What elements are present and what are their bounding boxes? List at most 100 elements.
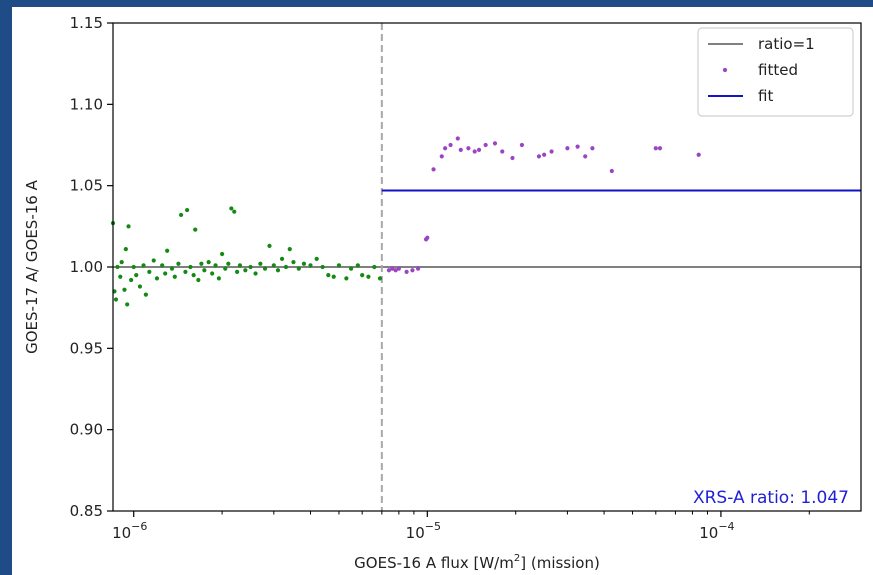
data-point xyxy=(160,263,165,268)
data-point xyxy=(143,292,148,297)
y-tick-label: 0.85 xyxy=(70,502,103,520)
fitted-point xyxy=(455,136,460,141)
fitted-point xyxy=(549,149,554,154)
fitted-point xyxy=(590,146,595,151)
fitted-point xyxy=(583,154,588,159)
legend-label: ratio=1 xyxy=(758,35,815,53)
legend: ratio=1 fitted fit xyxy=(697,27,854,117)
fitted-point xyxy=(609,168,614,174)
data-point xyxy=(287,247,292,252)
data-point xyxy=(235,269,240,274)
x-tick-exponent: −6 xyxy=(131,520,147,533)
fitted-point xyxy=(575,144,580,149)
data-point xyxy=(163,271,168,276)
data-point xyxy=(377,276,383,281)
data-point xyxy=(125,302,130,307)
data-point xyxy=(188,264,193,270)
data-point xyxy=(308,263,313,268)
fitted-point xyxy=(565,146,570,151)
fitted-point xyxy=(500,149,505,154)
data-point xyxy=(336,263,342,268)
data-point xyxy=(301,261,307,266)
x-tick-label: 10−6 xyxy=(112,520,147,542)
data-point xyxy=(151,258,156,263)
y-tick-label: 1.05 xyxy=(70,177,103,195)
data-point xyxy=(126,224,131,229)
data-point xyxy=(226,261,231,266)
fitted-point xyxy=(393,268,398,273)
y-tick-label: 1.00 xyxy=(70,258,103,276)
data-point xyxy=(206,260,211,265)
y-axis-label: GOES-17 A/ GOES-16 A xyxy=(23,179,41,353)
data-point xyxy=(291,260,296,265)
x-axis-label-suffix: ] (mission) xyxy=(520,554,600,572)
data-point xyxy=(178,212,184,218)
fitted-point xyxy=(410,268,415,273)
x-tick-label: 10−4 xyxy=(699,520,734,542)
data-point xyxy=(232,209,237,214)
data-point xyxy=(210,271,215,276)
x-tick-exponent: −4 xyxy=(718,520,734,533)
data-points xyxy=(110,136,701,307)
fitted-point xyxy=(415,266,421,271)
data-point xyxy=(183,269,188,274)
fitted-point xyxy=(472,149,477,154)
legend-label: fitted xyxy=(758,61,798,79)
data-point xyxy=(279,256,285,261)
y-tick-label: 1.15 xyxy=(70,14,103,32)
fitted-point xyxy=(653,146,658,151)
x-axis-label: GOES-16 A flux [W/m2] (mission) xyxy=(354,553,600,572)
x-tick-exponent: −5 xyxy=(425,520,441,533)
data-point xyxy=(283,264,289,270)
x-axis-label-main: GOES-16 A flux [W/m xyxy=(354,554,514,572)
data-point xyxy=(131,264,136,270)
data-point xyxy=(193,227,198,232)
data-point xyxy=(191,273,196,278)
data-point xyxy=(237,263,243,268)
fitted-point xyxy=(443,146,448,151)
data-point xyxy=(118,274,123,279)
data-point xyxy=(372,264,377,270)
fitted-point xyxy=(510,155,515,161)
fitted-point xyxy=(466,146,471,151)
y-tick-label: 0.90 xyxy=(70,421,103,439)
data-point xyxy=(176,261,181,266)
fitted-point xyxy=(696,152,701,157)
data-point xyxy=(169,266,175,271)
data-point xyxy=(344,276,349,281)
fitted-point xyxy=(404,269,409,274)
data-point xyxy=(213,263,218,268)
data-point xyxy=(296,266,301,271)
data-point xyxy=(122,287,127,292)
data-point xyxy=(154,276,160,281)
data-point xyxy=(253,271,258,276)
data-point xyxy=(223,266,228,271)
legend-swatch-dot xyxy=(722,67,728,73)
data-point xyxy=(123,247,128,252)
fitted-point xyxy=(492,141,498,146)
x-tick-base: 10 xyxy=(406,524,425,542)
data-point xyxy=(137,284,143,289)
data-point xyxy=(113,297,119,302)
data-point xyxy=(360,273,365,278)
data-point xyxy=(202,268,207,273)
x-tick-base: 10 xyxy=(699,524,718,542)
fitted-point xyxy=(458,147,463,152)
y-tick-label: 1.10 xyxy=(70,95,103,113)
ratio-annotation: XRS-A ratio: 1.047 xyxy=(693,488,849,508)
reference-lines xyxy=(113,23,861,511)
data-point xyxy=(248,264,253,270)
fitted-point xyxy=(396,266,401,271)
fitted-point xyxy=(519,142,525,148)
data-point xyxy=(271,263,276,268)
data-point xyxy=(119,260,124,265)
data-point xyxy=(348,266,354,271)
data-point xyxy=(147,269,152,274)
fitted-point xyxy=(483,142,488,148)
data-point xyxy=(115,264,120,270)
data-point xyxy=(229,206,234,211)
data-point xyxy=(199,261,204,266)
data-point xyxy=(320,264,325,270)
data-point xyxy=(129,277,134,283)
